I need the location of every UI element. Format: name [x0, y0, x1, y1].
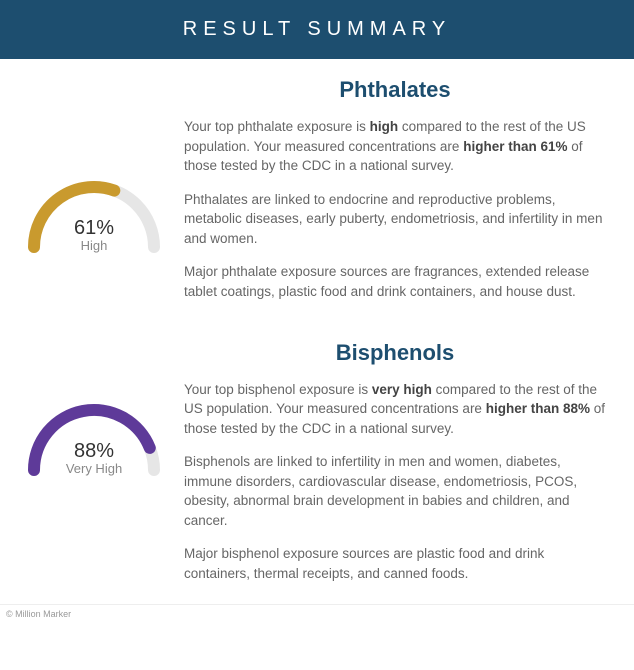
para: Major phthalate exposure sources are fra…: [184, 262, 606, 301]
gauge-label: Very High: [19, 461, 169, 476]
footer-credit: © Million Marker: [0, 604, 634, 623]
section-title: Phthalates: [184, 77, 606, 103]
gauge-percent: 88%: [19, 440, 169, 463]
section-phthalates: 61% High Phthalates Your top phthalate e…: [0, 59, 634, 322]
gauge-column: 88% Very High: [14, 390, 174, 480]
gauge-label: High: [19, 238, 169, 253]
text-column: Phthalates Your top phthalate exposure i…: [174, 77, 606, 316]
gauge-bisphenols: 88% Very High: [19, 390, 169, 480]
gauge-text: 88% Very High: [19, 440, 169, 476]
gauge-phthalates: 61% High: [19, 167, 169, 257]
section-bisphenols: 88% Very High Bisphenols Your top bisphe…: [0, 322, 634, 604]
para: Bisphenols are linked to infertility in …: [184, 452, 606, 530]
para: Your top phthalate exposure is high comp…: [184, 117, 606, 176]
gauge-column: 61% High: [14, 167, 174, 257]
gauge-text: 61% High: [19, 217, 169, 253]
text-column: Bisphenols Your top bisphenol exposure i…: [174, 340, 606, 598]
para: Phthalates are linked to endocrine and r…: [184, 190, 606, 249]
header-title: RESULT SUMMARY: [183, 18, 451, 40]
para: Major bisphenol exposure sources are pla…: [184, 544, 606, 583]
header-bar: RESULT SUMMARY: [0, 0, 634, 59]
gauge-percent: 61%: [19, 217, 169, 240]
para: Your top bisphenol exposure is very high…: [184, 380, 606, 439]
section-title: Bisphenols: [184, 340, 606, 366]
